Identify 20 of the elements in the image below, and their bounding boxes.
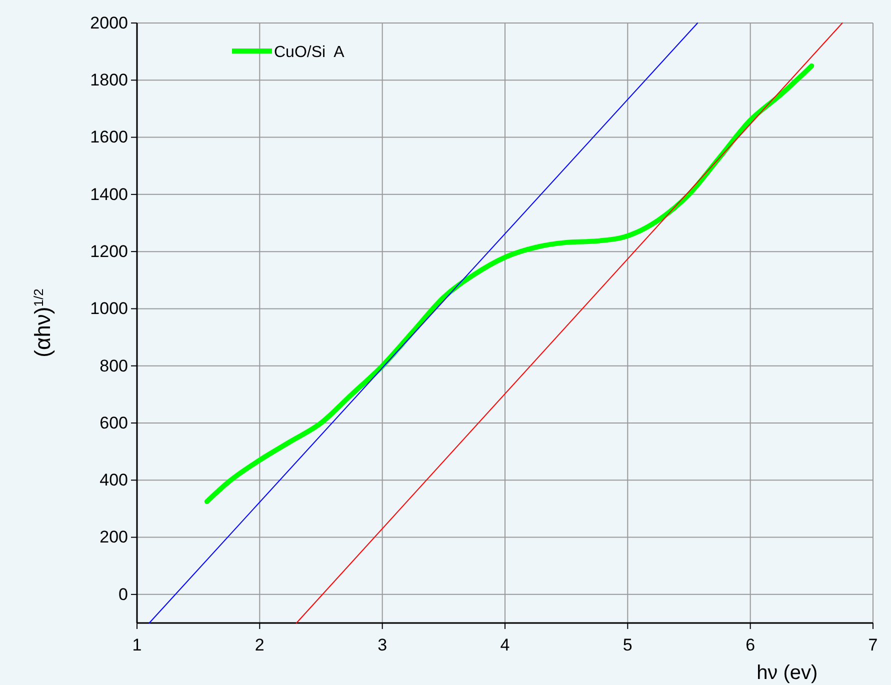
y-tick-label: 1800 [90,70,128,90]
y-tick-label: 1200 [90,242,128,262]
x-tick-label: 5 [622,636,632,655]
x-tick-label: 2 [254,636,264,655]
y-tick-label: 1600 [90,128,128,147]
x-axis-title: hν (ev) [756,662,818,684]
y-tick-label: 200 [100,528,128,547]
y-tick-label: 1400 [90,184,128,204]
x-tick-label: 4 [500,636,510,655]
x-tick-label: 1 [132,636,142,655]
x-tick-label: 3 [378,636,388,655]
y-tick-label: 2000 [90,13,128,32]
legend-label: CuO/Si A [274,44,345,61]
y-tick-label: 800 [100,356,128,376]
y-tick-label: 0 [118,584,128,604]
y-tick-label: 1000 [90,299,128,318]
x-tick-label: 6 [746,636,756,655]
x-tick-label: 7 [868,636,878,655]
y-tick-label: 400 [100,470,128,490]
y-tick-label: 600 [100,413,128,432]
